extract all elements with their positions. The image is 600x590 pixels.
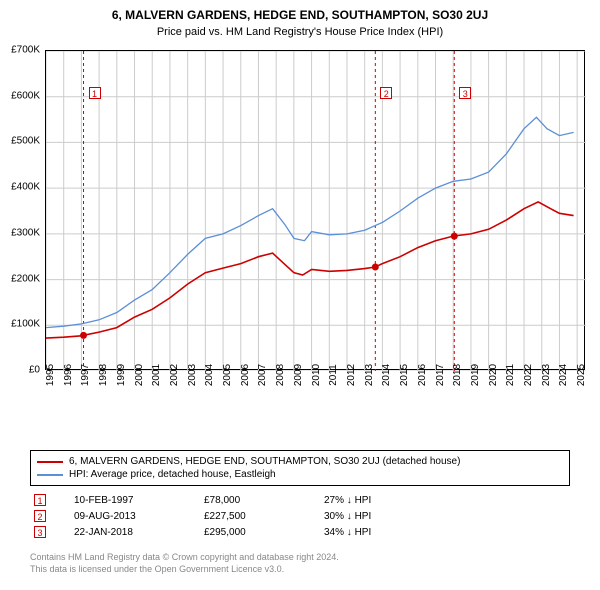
event-marker-box: 1: [89, 87, 101, 99]
x-tick-label: 2004: [204, 364, 215, 386]
chart-title: 6, MALVERN GARDENS, HEDGE END, SOUTHAMPT…: [0, 0, 600, 22]
x-tick-label: 2003: [187, 364, 198, 386]
event-row: 2 09-AUG-2013£227,50030% ↓ HPI: [30, 508, 570, 524]
event-marker-box: 2: [380, 87, 392, 99]
event-date: 09-AUG-2013: [74, 511, 204, 522]
x-tick-label: 2022: [523, 364, 534, 386]
x-tick-label: 2021: [505, 364, 516, 386]
x-tick-label: 2014: [381, 364, 392, 386]
y-tick-label: £700K: [11, 45, 40, 56]
x-tick-label: 2024: [558, 364, 569, 386]
x-tick-label: 2012: [346, 364, 357, 386]
event-marker-box: 3: [459, 87, 471, 99]
x-tick-label: 2020: [488, 364, 499, 386]
x-tick-label: 2018: [452, 364, 463, 386]
y-tick-label: £600K: [11, 90, 40, 101]
events-table: 1 10-FEB-1997£78,00027% ↓ HPI 2 09-AUG-2013…: [30, 492, 570, 540]
event-num-box: 1: [34, 494, 46, 506]
event-diff: 30% ↓ HPI: [324, 511, 424, 522]
legend-label: 6, MALVERN GARDENS, HEDGE END, SOUTHAMPT…: [69, 456, 460, 467]
legend-label: HPI: Average price, detached house, East…: [69, 469, 276, 480]
x-tick-label: 2025: [576, 364, 587, 386]
x-tick-label: 2006: [240, 364, 251, 386]
event-diff: 34% ↓ HPI: [324, 527, 424, 538]
x-tick-label: 1999: [116, 364, 127, 386]
legend: 6, MALVERN GARDENS, HEDGE END, SOUTHAMPT…: [30, 450, 570, 486]
event-date: 10-FEB-1997: [74, 495, 204, 506]
chart-area: £0£100K£200K£300K£400K£500K£600K£700K 19…: [45, 50, 585, 420]
event-num-box: 3: [34, 526, 46, 538]
x-tick-label: 2011: [328, 364, 339, 386]
y-tick-label: £300K: [11, 227, 40, 238]
plot-area: [45, 50, 585, 370]
footer: Contains HM Land Registry data © Crown c…: [30, 552, 570, 575]
x-tick-label: 1997: [80, 364, 91, 386]
x-tick-label: 1995: [45, 364, 56, 386]
x-tick-label: 2002: [169, 364, 180, 386]
legend-item: 6, MALVERN GARDENS, HEDGE END, SOUTHAMPT…: [37, 455, 563, 468]
footer-line: This data is licensed under the Open Gov…: [30, 564, 570, 576]
x-tick-label: 2008: [275, 364, 286, 386]
event-date: 22-JAN-2018: [74, 527, 204, 538]
event-price: £78,000: [204, 495, 324, 506]
y-tick-label: £100K: [11, 319, 40, 330]
x-tick-label: 2015: [399, 364, 410, 386]
x-tick-label: 2007: [257, 364, 268, 386]
x-tick-label: 1996: [63, 364, 74, 386]
x-tick-label: 2023: [541, 364, 552, 386]
x-tick-label: 1998: [98, 364, 109, 386]
event-price: £295,000: [204, 527, 324, 538]
x-tick-label: 2009: [293, 364, 304, 386]
event-row: 3 22-JAN-2018£295,00034% ↓ HPI: [30, 524, 570, 540]
footer-line: Contains HM Land Registry data © Crown c…: [30, 552, 570, 564]
event-price: £227,500: [204, 511, 324, 522]
legend-swatch: [37, 474, 63, 476]
x-tick-label: 2017: [435, 364, 446, 386]
y-tick-label: £500K: [11, 136, 40, 147]
x-tick-label: 2005: [222, 364, 233, 386]
y-tick-label: £400K: [11, 182, 40, 193]
event-num-box: 2: [34, 510, 46, 522]
x-tick-label: 2016: [417, 364, 428, 386]
x-tick-label: 2019: [470, 364, 481, 386]
y-tick-label: £200K: [11, 273, 40, 284]
plot-svg: [46, 51, 586, 371]
x-tick-label: 2013: [364, 364, 375, 386]
x-tick-label: 2000: [134, 364, 145, 386]
legend-swatch: [37, 461, 63, 463]
chart-container: 6, MALVERN GARDENS, HEDGE END, SOUTHAMPT…: [0, 0, 600, 590]
legend-item: HPI: Average price, detached house, East…: [37, 468, 563, 481]
x-tick-label: 2010: [311, 364, 322, 386]
event-row: 1 10-FEB-1997£78,00027% ↓ HPI: [30, 492, 570, 508]
x-tick-label: 2001: [151, 364, 162, 386]
y-tick-label: £0: [29, 365, 40, 376]
event-diff: 27% ↓ HPI: [324, 495, 424, 506]
chart-subtitle: Price paid vs. HM Land Registry's House …: [0, 22, 600, 38]
